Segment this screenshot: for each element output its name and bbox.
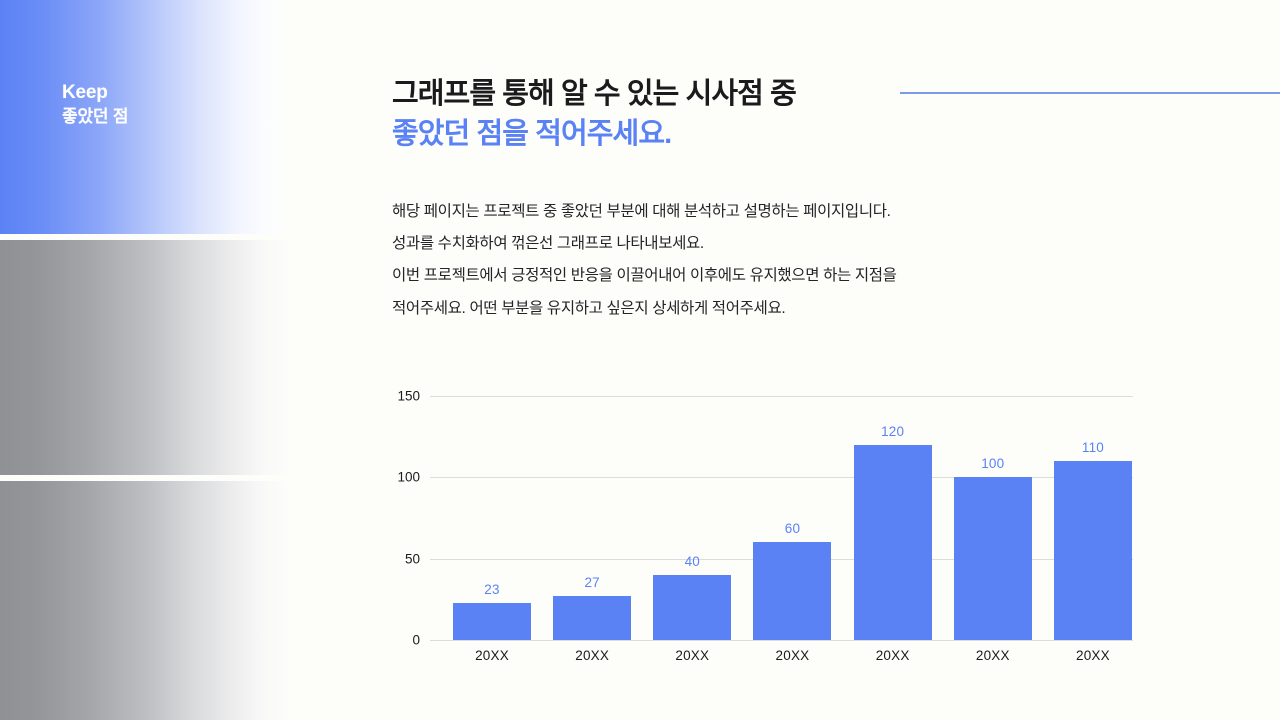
chart-bar-value-label: 23: [484, 581, 500, 597]
chart-bar-column[interactable]: 23: [452, 396, 532, 640]
chart-x-tick-label: 20XX: [975, 648, 1010, 663]
sidebar-item-keep-label: Keep 좋았던 점: [62, 82, 128, 127]
chart-bar-column[interactable]: 100: [953, 396, 1033, 640]
sidebar-item-keep-title: Keep: [62, 82, 108, 103]
chart-x-tick-label: 20XX: [1076, 648, 1110, 663]
chart-bar-value-label: 60: [784, 521, 801, 537]
sidebar-item-keep[interactable]: Keep 좋았던 점: [0, 0, 290, 234]
page-title-line-1: 그래프를 통해 알 수 있는 시사점 중: [392, 78, 797, 110]
sidebar-item-try[interactable]: Try 시도할 점: [0, 481, 290, 720]
chart-bar-column[interactable]: 27: [552, 396, 632, 640]
chart-x-tick-label: 20XX: [875, 648, 910, 663]
chart-bar-column[interactable]: 40: [652, 396, 732, 640]
chart-bar-value-label: 40: [684, 553, 701, 569]
chart-bar-value-label: 100: [981, 456, 1005, 472]
description-paragraph: 해당 페이지는 프로젝트 중 좋았던 부분에 대해 분석하고 설명하는 페이지입…: [392, 196, 1112, 325]
chart-x-tick-label: 20XX: [675, 648, 710, 663]
bar-chart: 0 50 100 150 23 27 40 60 120 100 110 20XX 20XX 20XX 2…: [392, 386, 1133, 676]
page-title: 그래프를 통해 알 수 있는 시사점 중 좋았던 점을 적어주세요.: [392, 74, 912, 154]
description-line: 성과를 수치화하여 꺾은선 그래프로 나타내보세요.: [392, 235, 704, 253]
page-title-line-2: 좋았던 점을 적어주세요.: [392, 118, 672, 151]
description-line: 해당 페이지는 프로젝트 중 좋았던 부분에 대해 분석하고 설명하는 페이지입…: [392, 203, 891, 220]
chart-bars: 23 27 40 60 120 100 110: [452, 396, 1133, 640]
title-accent-rule: [900, 92, 1280, 94]
chart-plot-area: 0 50 100 150 23 27 40 60 120 100 110: [397, 389, 1133, 648]
chart-x-tick-label: 20XX: [575, 648, 610, 663]
chart-gridline: 150: [397, 389, 1133, 404]
chart-x-axis: 20XX 20XX 20XX 20XX 20XX 20XX 20XX: [452, 648, 1133, 663]
chart-bar[interactable]: [453, 602, 531, 640]
chart-x-tick-label: 20XX: [475, 648, 509, 663]
chart-y-tick-label: 0: [412, 632, 420, 648]
description-line: 적어주세요. 어떤 부분을 유지하고 싶은지 상세하게 적어주세요.: [392, 299, 786, 317]
chart-y-tick-label: 150: [397, 388, 420, 404]
chart-bar[interactable]: [653, 574, 732, 640]
chart-x-tick-label: 20XX: [775, 648, 810, 663]
sidebar-item-keep-subtitle: 좋았던 점: [62, 106, 129, 126]
chart-bar-column[interactable]: 60: [752, 396, 832, 640]
chart-bar[interactable]: [1053, 461, 1132, 640]
chart-y-tick-label: 100: [397, 469, 420, 485]
chart-gridline: 0: [412, 633, 1133, 648]
chart-y-tick-label: 50: [404, 551, 420, 567]
description-line: 이번 프로젝트에서 긍정적인 반응을 이끌어내어 이후에도 유지했으면 하는 지…: [392, 267, 897, 285]
chart-bar-value-label: 110: [1081, 440, 1104, 456]
chart-bar[interactable]: [853, 444, 932, 640]
chart-bar[interactable]: [753, 542, 832, 640]
chart-bar-column[interactable]: 110: [1053, 396, 1133, 640]
chart-bar-value-label: 120: [881, 423, 905, 439]
chart-bar[interactable]: [553, 596, 632, 640]
chart-bar-column[interactable]: 120: [853, 396, 933, 640]
sidebar-item-problem[interactable]: Problem 어려웠던 점: [0, 240, 290, 475]
chart-gridline: 100: [397, 470, 1133, 485]
chart-bar[interactable]: [953, 477, 1032, 640]
chart-bar-value-label: 27: [584, 575, 600, 591]
